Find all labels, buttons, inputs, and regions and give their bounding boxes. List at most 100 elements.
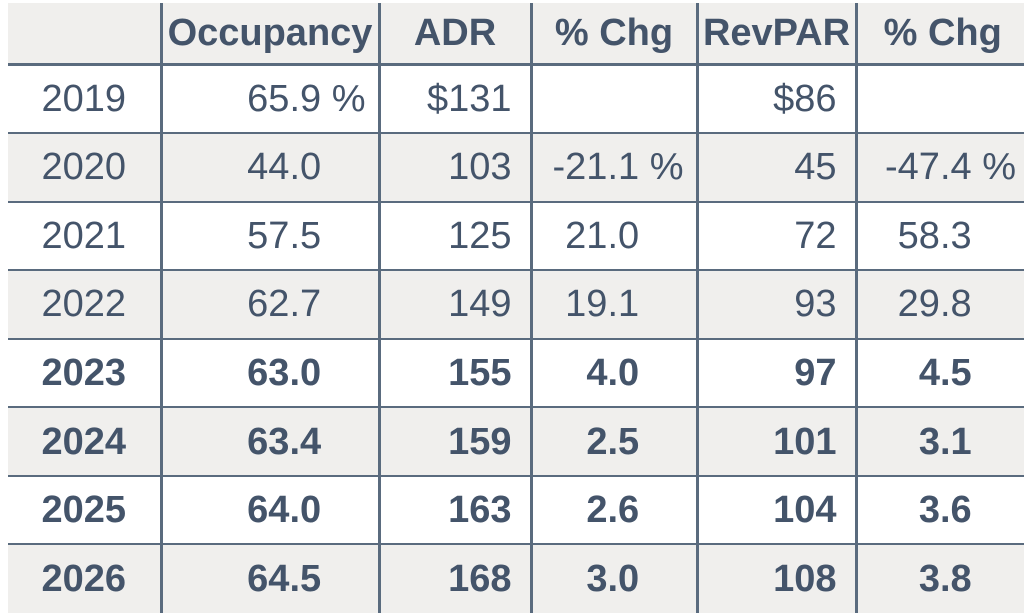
table-cell-revpar: 108 [695, 544, 856, 613]
column-header-adr_chg: % Chg [529, 0, 697, 66]
percent-suffix: % [321, 78, 366, 121]
cell-value: 19.1 [565, 283, 640, 326]
table-cell-occupancy: 65.9 % [159, 64, 379, 135]
cell-value: 163 [448, 489, 512, 532]
cell-value: 104 [773, 489, 837, 532]
table-cell-occupancy: 62.7 % [159, 270, 379, 340]
cell-value: 168 [448, 558, 512, 601]
cell-value: 3.1 [918, 420, 972, 463]
table-cell-adr_chg: 4.0 % [529, 338, 697, 409]
cell-value: 63.4 [247, 420, 322, 463]
table-cell-adr: 103 [377, 133, 531, 203]
cell-value: 21.0 [565, 214, 640, 257]
table-cell-occupancy: 63.0 % [159, 338, 379, 409]
table-header: Occupancy ADR% Chg RevPAR% Chg [0, 0, 1024, 66]
table-cell-revpar: 93 [695, 270, 856, 340]
cell-value: 72 [794, 214, 837, 257]
table-cell-adr: $131 [377, 64, 531, 135]
table-cell-adr_chg: 19.1 % [529, 270, 697, 340]
cell-value: 159 [448, 420, 512, 463]
table-cell-occupancy: 64.5 % [159, 544, 379, 613]
table-cell-revpar: $86 [695, 64, 856, 135]
cell-value: 3.8 [918, 558, 972, 601]
table-cell-revpar_chg: -47.4 % [854, 133, 1024, 203]
column-header-adr: ADR [377, 0, 531, 66]
cell-value: 4.0 [586, 352, 640, 395]
table-cell-adr: 149 [377, 270, 531, 340]
column-header-revpar_chg: % Chg [854, 0, 1024, 66]
table-cell-occupancy: 44.0 % [159, 133, 379, 203]
cell-value: 2.6 [586, 489, 640, 532]
year-cell: 2022 [0, 270, 161, 340]
table-cell-revpar: 45 [695, 133, 856, 203]
cell-value: 44.0 [247, 146, 322, 189]
table-cell-occupancy: 63.4 % [159, 407, 379, 477]
table-cell-adr_chg: % [529, 64, 697, 135]
table-cell-revpar: 72 [695, 201, 856, 272]
cell-value: 3.0 [586, 558, 640, 601]
cell-value: 149 [448, 283, 512, 326]
table-cell-adr_chg: 21.0 % [529, 201, 697, 272]
column-header-occupancy: Occupancy [159, 0, 379, 66]
year-cell: 2025 [0, 475, 161, 546]
table-cell-occupancy: 64.0 % [159, 475, 379, 546]
cell-value: 125 [448, 214, 512, 257]
cell-value: 3.6 [918, 489, 972, 532]
year-cell: 2026 [0, 544, 161, 613]
cell-value: 97 [794, 352, 837, 395]
year-cell: 2020 [0, 133, 161, 203]
cell-value: 65.9 [247, 78, 322, 121]
cell-value: 108 [773, 558, 837, 601]
cell-value: 103 [448, 146, 512, 189]
table-cell-adr_chg: 2.5 % [529, 407, 697, 477]
percent-suffix: % [639, 146, 684, 189]
cell-value: 58.3 [897, 214, 972, 257]
table-cell-adr: 125 [377, 201, 531, 272]
table-cell-adr: 155 [377, 338, 531, 409]
cell-value: 63.0 [247, 352, 322, 395]
table-cell-revpar_chg: 4.5 % [854, 338, 1024, 409]
table-cell-adr: 163 [377, 475, 531, 546]
cell-value: 45 [794, 146, 837, 189]
table-cell-revpar_chg: 58.3 % [854, 201, 1024, 272]
column-header-year [0, 0, 161, 66]
table-cell-adr_chg: -21.1 % [529, 133, 697, 203]
table-cell-adr: 168 [377, 544, 531, 613]
table-cell-occupancy: 57.5 % [159, 201, 379, 272]
cell-value: 4.5 [918, 352, 972, 395]
year-cell: 2019 [0, 64, 161, 135]
year-cell: 2024 [0, 407, 161, 477]
table-cell-revpar_chg: 3.1 % [854, 407, 1024, 477]
table-cell-adr_chg: 3.0 % [529, 544, 697, 613]
table-cell-adr_chg: 2.6 % [529, 475, 697, 546]
column-header-revpar: RevPAR [695, 0, 856, 66]
table-cell-revpar: 101 [695, 407, 856, 477]
table-cell-revpar_chg: 3.6 % [854, 475, 1024, 546]
cell-value: 29.8 [897, 283, 972, 326]
table-cell-revpar_chg: 29.8 % [854, 270, 1024, 340]
cell-value: 57.5 [247, 214, 322, 257]
table-cell-revpar_chg: 3.8 % [854, 544, 1024, 613]
header-row: Occupancy ADR% Chg RevPAR% Chg [0, 0, 1024, 66]
cell-value: 64.0 [247, 489, 322, 532]
cell-value: 101 [773, 420, 837, 463]
cell-value: 62.7 [247, 283, 322, 326]
cell-value: $86 [773, 78, 837, 121]
cell-value: -21.1 [552, 146, 640, 189]
cell-value: 64.5 [247, 558, 322, 601]
table-cell-adr: 159 [377, 407, 531, 477]
table-cell-revpar: 97 [695, 338, 856, 409]
cell-value: 93 [794, 283, 837, 326]
year-cell: 2023 [0, 338, 161, 409]
percent-suffix: % [971, 146, 1016, 189]
cell-value: -47.4 [885, 146, 972, 189]
